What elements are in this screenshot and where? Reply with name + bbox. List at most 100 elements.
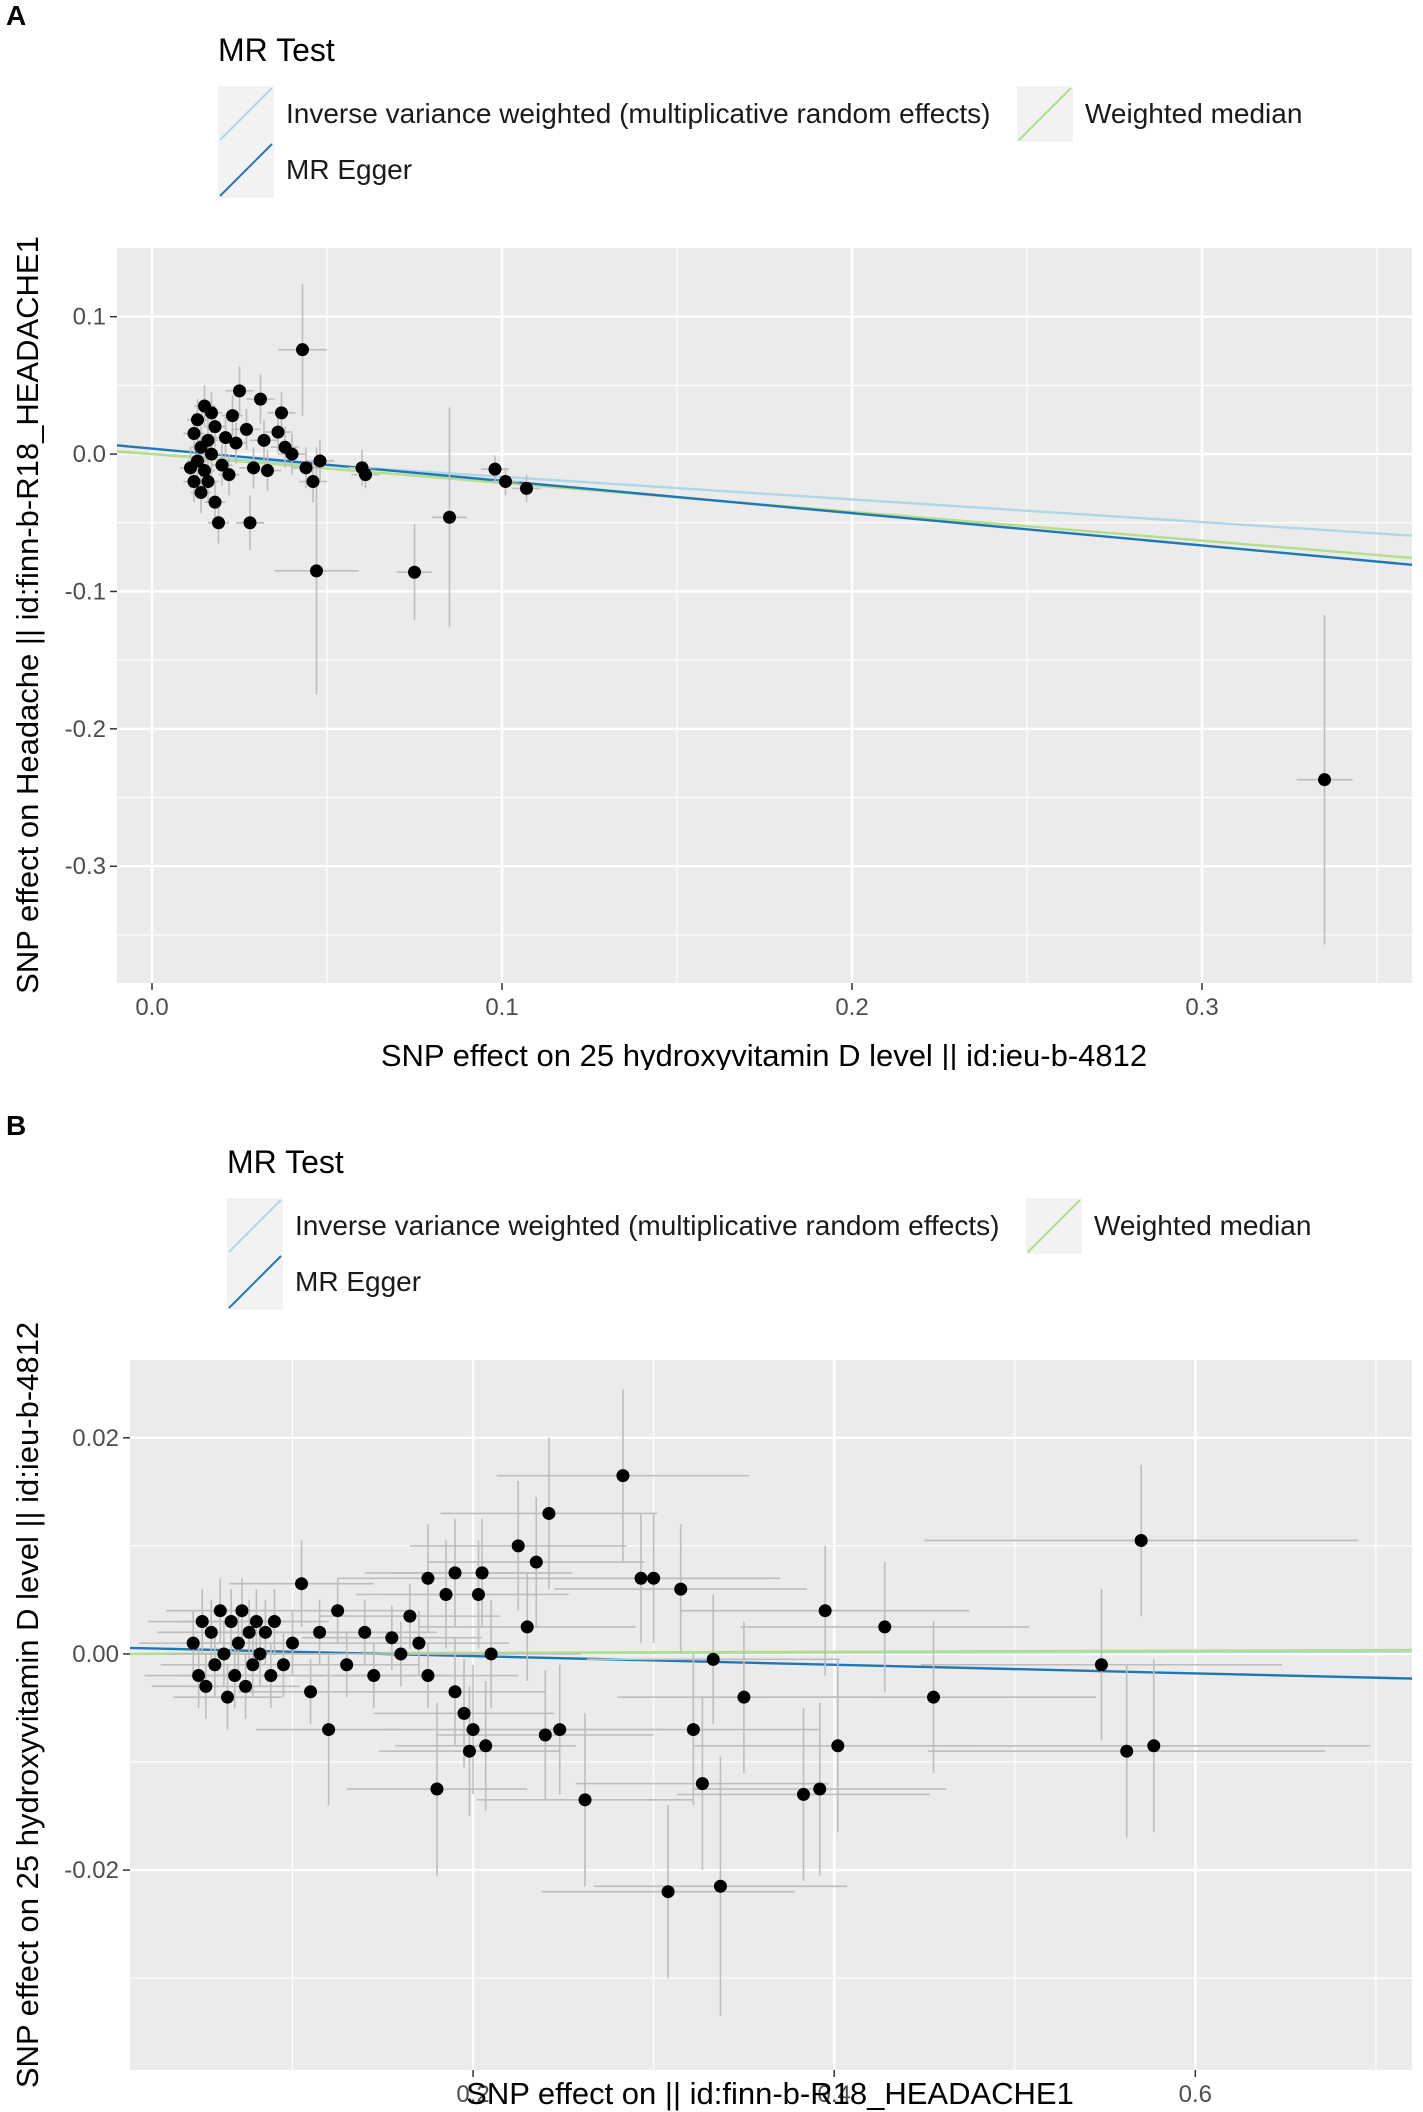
legend-item-weighted-median: Weighted median [1017,86,1302,142]
data-point [233,384,246,398]
data-point [421,1669,435,1683]
legend-label-weighted-median: Weighted median [1094,1210,1312,1241]
data-point [695,1777,709,1791]
data-point [253,1647,267,1661]
data-point [208,1658,222,1672]
data-point [229,436,243,450]
legend-line-ivw [228,1199,282,1253]
y-tick-label: 0.0 [73,441,106,468]
plot-panel-b [130,1360,1412,2070]
y-tick-label: 0.02 [72,1425,119,1452]
data-point [439,1588,453,1602]
data-point [412,1636,426,1650]
data-point [192,1669,206,1683]
data-point [208,495,222,509]
x-tick-label: 0.2 [456,2081,489,2108]
points-b [139,1389,1371,2016]
x-axis-label-b: SNP effect on || id:finn-b-R18_HEADACHE1 [466,2076,1074,2111]
x-tick-label: 0.2 [835,994,868,1021]
legend-label-mr-egger: MR Egger [286,154,413,185]
x-tick-label: 0.4 [818,2081,851,2108]
data-point [187,475,201,489]
data-point [201,433,215,447]
data-point [247,461,260,475]
data-point [471,1588,485,1602]
data-point [529,1555,543,1569]
data-point [448,1566,462,1580]
data-point [878,1620,892,1634]
legend-item-mr-egger: MR Egger [227,1254,421,1310]
legend-line-weighted-median [1018,87,1072,141]
data-point [430,1782,444,1796]
data-point [358,1625,372,1639]
data-point [222,468,236,482]
data-point [199,1679,213,1693]
data-point [797,1787,811,1801]
data-point [813,1782,827,1796]
data-point [242,1625,256,1639]
legend-line-mr-egger [219,143,273,197]
data-point [511,1539,525,1553]
axes-a: 0.0 0.1 0.2 0.3 0.1 0.0 -0.1 -0.2 -0.3 [65,304,1219,1021]
data-point [224,1615,238,1629]
data-point [285,447,299,461]
regression-line [130,1646,1412,1680]
data-point [246,1658,260,1672]
data-point [634,1571,648,1585]
y-tick-label: 0.00 [72,1641,119,1668]
data-point [219,431,232,445]
legend-label-weighted-median: Weighted median [1085,98,1303,129]
x-tick-label: 0.0 [135,994,168,1021]
data-point [205,447,218,461]
data-point [1134,1533,1148,1547]
panel-a: A MR Test Inverse variance weighted (mul… [6,0,1412,1070]
data-point [462,1744,476,1758]
legend-line-weighted-median [1027,1199,1081,1253]
data-point [249,1615,263,1629]
legend-item-ivw: Inverse variance weighted (multiplicativ… [227,1198,999,1254]
data-point [322,1723,336,1737]
data-point [1120,1744,1134,1758]
legend-key-mr-egger [218,142,274,198]
legend-item-weighted-median: Weighted median [1026,1198,1311,1254]
data-point [457,1706,471,1720]
data-point [191,454,204,468]
data-point [331,1604,345,1618]
data-point [235,1604,249,1618]
y-axis-label-a: SNP effect on Headache || id:finn-b-R18_… [10,236,45,994]
data-point [313,1625,327,1639]
y-tick-label: 0.1 [73,304,106,331]
data-point [221,1690,235,1704]
data-point [201,475,215,489]
data-point [538,1728,552,1742]
data-point [205,406,218,420]
legend-title: MR Test [227,1144,344,1180]
data-point [254,392,267,406]
x-axis-label-a: SNP effect on 25 hydroxyvitamin D level … [381,1038,1147,1070]
panel-b: B MR Test Inverse variance weighted (mul… [0,1110,1423,2112]
data-point [706,1652,720,1666]
data-point [226,409,239,423]
data-point [1094,1658,1108,1672]
data-point [484,1647,498,1661]
data-point [198,464,211,478]
legend-key-ivw [218,86,274,142]
legend-line-mr-egger [228,1255,282,1309]
y-tick-label: -0.02 [64,1857,119,1884]
y-tick-label: -0.2 [65,716,106,743]
plot-panel-a [117,248,1412,983]
data-point [271,425,285,439]
legend-key-ivw [227,1198,283,1254]
data-point [276,1658,290,1672]
data-point [340,1658,354,1672]
data-point [1318,773,1331,787]
legend-line-ivw [219,87,273,141]
data-point [191,413,204,427]
data-point [553,1723,567,1737]
data-point [578,1793,592,1807]
data-point [359,468,372,482]
data-point [737,1690,751,1704]
data-point [927,1690,941,1704]
data-point [818,1604,832,1618]
data-point [475,1566,489,1580]
